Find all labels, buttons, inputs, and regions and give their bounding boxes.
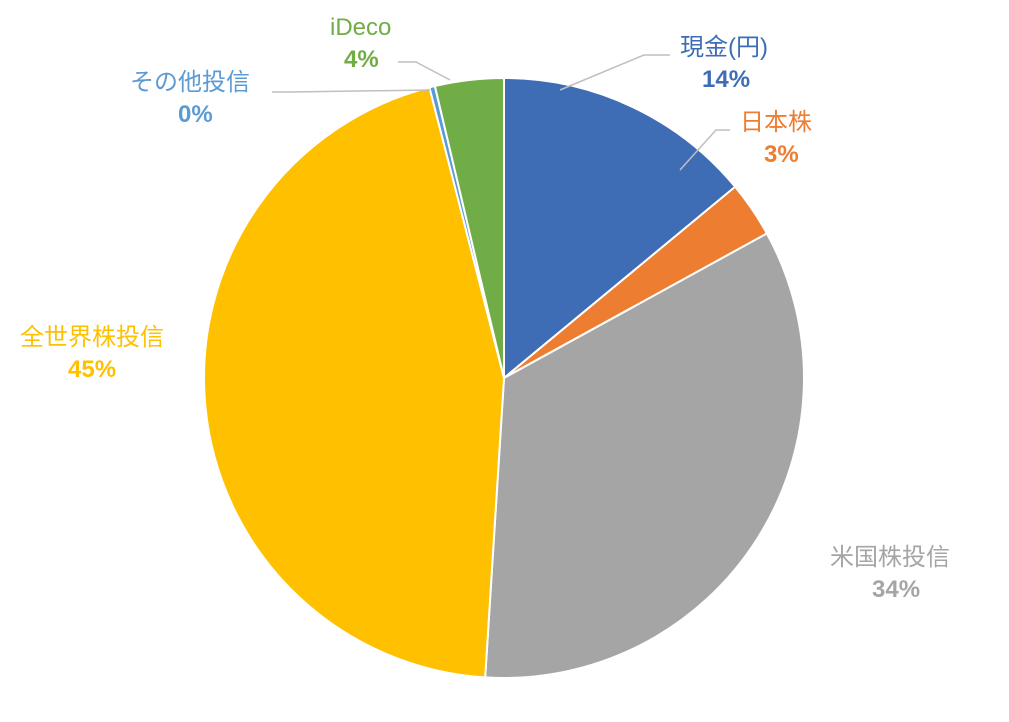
pie-chart: 現金(円) 14% 日本株 3% 米国株投信 34% 全世界株投信 45% その他投信 0% iDe… xyxy=(0,0,1009,722)
slice-label-pct: 0% xyxy=(178,101,213,128)
slice-label-pct: 4% xyxy=(344,46,379,73)
slice-label-name: その他投信 xyxy=(130,69,250,96)
slice-label-pct: 34% xyxy=(872,576,920,603)
slice-label-name: 米国株投信 xyxy=(830,544,950,571)
slice-label-name: iDeco xyxy=(330,14,391,41)
pie-slices xyxy=(204,78,804,678)
slice-label-pct: 14% xyxy=(702,66,750,93)
slice-label-name: 現金(円) xyxy=(680,34,768,61)
slice-label-name: 全世界株投信 xyxy=(20,324,164,351)
slice-label-pct: 45% xyxy=(68,356,116,383)
slice-label-pct: 3% xyxy=(764,141,799,168)
slice-label-name: 日本株 xyxy=(740,109,812,136)
